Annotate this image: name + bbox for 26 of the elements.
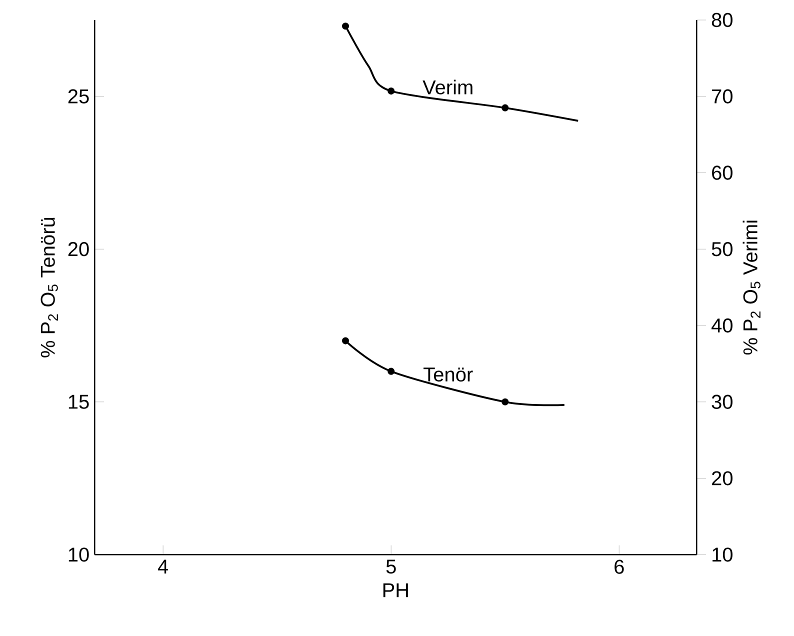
- y2-tick-label: 40: [712, 318, 732, 333]
- y2-tick-label: 70: [712, 89, 732, 104]
- point: [342, 22, 350, 30]
- point: [502, 398, 509, 406]
- y-tick-label: 20: [68, 242, 89, 256]
- x-tick-label: 6: [614, 560, 624, 574]
- y-tick-label: 15: [68, 394, 89, 409]
- y2-axis-title: % P$_{2}$ O$_{5}$ Verimi: [742, 220, 760, 355]
- y-tick-label: 10: [68, 548, 89, 562]
- point: [342, 337, 350, 344]
- y2-tick-label: 20: [712, 471, 732, 486]
- y2-tick-label: 30: [712, 394, 732, 409]
- x-axis-title: PH: [383, 583, 408, 598]
- x-tick-label: 5: [386, 560, 396, 574]
- y2-tick-label: 50: [712, 242, 732, 256]
- y2-tick-label: 10: [712, 548, 732, 562]
- y2-tick-label: 80: [712, 12, 732, 28]
- y-tick-label: 25: [68, 89, 89, 104]
- point: [388, 88, 395, 95]
- x-tick-label: 4: [158, 560, 168, 574]
- y-axis-title: % P$_{2}$ O$_{5}$ Tenörü: [40, 218, 58, 358]
- point: [502, 104, 509, 112]
- series-label: Verim: [422, 80, 472, 94]
- y2-tick-label: 60: [712, 166, 732, 180]
- point: [388, 368, 395, 375]
- series-label: Tenör: [424, 368, 473, 382]
